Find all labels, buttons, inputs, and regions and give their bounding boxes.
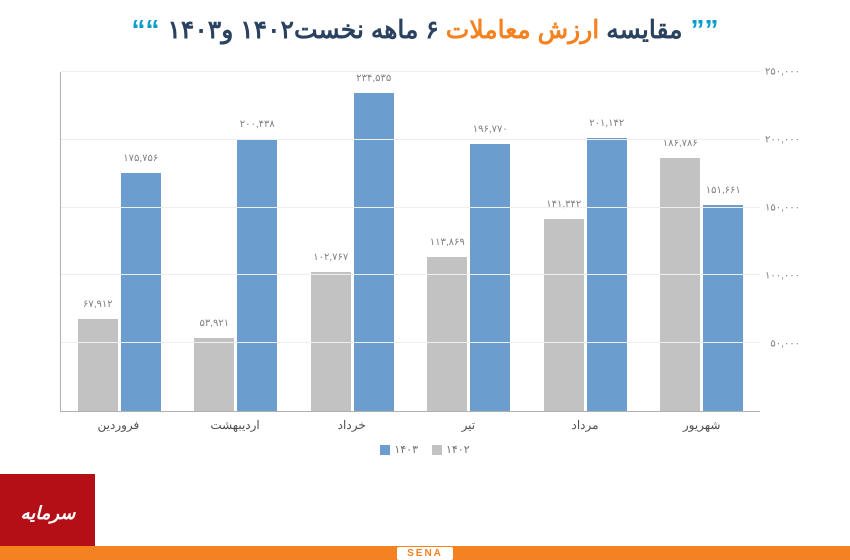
x-axis-labels: فروردین اردیبهشت خرداد تیر مرداد شهریور	[60, 418, 760, 432]
bar: ۱۷۵,۷۵۶	[121, 173, 161, 411]
footer-logo: SENA	[397, 547, 453, 560]
quote-close-icon: ““	[131, 14, 159, 46]
bar-group: ۲۰۱,۱۴۲ ۱۴۱,۳۴۲	[536, 72, 634, 411]
bar-group: ۲۳۴,۵۳۵ ۱۰۲,۷۶۷	[303, 72, 401, 411]
x-tick-label: تیر	[419, 418, 517, 432]
quote-open-icon: ””	[691, 14, 719, 46]
x-tick-label: فروردین	[69, 418, 167, 432]
bar: ۲۳۴,۵۳۵	[354, 93, 394, 411]
x-tick-label: شهریور	[653, 418, 751, 432]
title-suffix: ۶ ماهه نخست۱۴۰۲ و۱۴۰۳	[167, 16, 438, 44]
bar: ۱۵۱,۶۶۱	[703, 205, 743, 411]
legend-item: ۱۴۰۳	[380, 443, 418, 456]
y-tick-label: ۱۰۰,۰۰۰	[765, 271, 800, 282]
bar-value-label: ۱۰۲,۷۶۷	[313, 252, 348, 263]
plot-area: ۱۷۵,۷۵۶۶۷,۹۱۲۲۰۰,۴۳۸۵۳,۹۲۱۲۳۴,۵۳۵۱۰۲,۷۶۷…	[60, 72, 760, 412]
grid-line	[61, 71, 760, 72]
bar-value-label: ۱۵۱,۶۶۱	[706, 185, 741, 196]
bar-value-label: ۱۷۵,۷۵۶	[123, 153, 158, 164]
grid-line	[61, 139, 760, 140]
legend-swatch	[380, 445, 390, 455]
bar-value-label: ۱۴۱,۳۴۲	[546, 199, 581, 210]
bar: ۱۹۶,۷۷۰	[470, 144, 510, 411]
bar-group: ۱۵۱,۶۶۱۱۸۶,۷۸۶	[653, 72, 751, 411]
x-tick-label: اردیبهشت	[186, 418, 284, 432]
legend-label: ۱۴۰۳	[394, 443, 418, 456]
bar-group: ۱۹۶,۷۷۰۱۱۳,۸۶۹	[420, 72, 518, 411]
chart-title: مقایسه ارزش معاملات ۶ ماهه نخست۱۴۰۲ و۱۴۰…	[167, 15, 682, 45]
grid-line	[61, 274, 760, 275]
title-prefix: مقایسه	[606, 16, 682, 44]
bar-value-label: ۲۳۴,۵۳۵	[356, 73, 391, 84]
y-tick-label: ۲۰۰,۰۰۰	[765, 135, 800, 146]
legend-item: ۱۴۰۲	[432, 443, 470, 456]
footer-bar: SENA	[0, 546, 850, 560]
bar: ۱۱۳,۸۶۹	[427, 257, 467, 411]
chart: ۵۰,۰۰۰۱۰۰,۰۰۰۱۵۰,۰۰۰۲۰۰,۰۰۰۲۵۰,۰۰۰ ۱۷۵,۷…	[50, 72, 800, 462]
legend-label: ۱۴۰۲	[446, 443, 470, 456]
x-tick-label: مرداد	[536, 418, 634, 432]
bar-value-label: ۱۱۳,۸۶۹	[430, 237, 465, 248]
bar-value-label: ۵۳,۹۲۱	[199, 318, 229, 329]
bar-groups: ۱۷۵,۷۵۶۶۷,۹۱۲۲۰۰,۴۳۸۵۳,۹۲۱۲۳۴,۵۳۵۱۰۲,۷۶۷…	[61, 72, 760, 411]
y-axis: ۵۰,۰۰۰۱۰۰,۰۰۰۱۵۰,۰۰۰۲۰۰,۰۰۰۲۵۰,۰۰۰	[760, 72, 800, 412]
y-tick-label: ۱۵۰,۰۰۰	[765, 203, 800, 214]
publisher-badge: سرمایه	[0, 474, 95, 546]
bar: ۱۴۱,۳۴۲	[544, 219, 584, 411]
bar: ۱۸۶,۷۸۶	[660, 158, 700, 411]
bar: ۵۳,۹۲۱	[194, 338, 234, 411]
x-tick-label: خرداد	[303, 418, 401, 432]
chart-title-row: ”” مقایسه ارزش معاملات ۶ ماهه نخست۱۴۰۲ و…	[0, 0, 850, 54]
legend-swatch	[432, 445, 442, 455]
bar-group: ۱۷۵,۷۵۶۶۷,۹۱۲	[70, 72, 168, 411]
grid-line	[61, 207, 760, 208]
y-tick-label: ۵۰,۰۰۰	[770, 339, 800, 350]
y-tick-label: ۲۵۰,۰۰۰	[765, 67, 800, 78]
bar-group: ۲۰۰,۴۳۸ ۵۳,۹۲۱	[187, 72, 285, 411]
grid-line	[61, 342, 760, 343]
badge-text: سرمایه	[21, 503, 77, 524]
bar-value-label: ۶۷,۹۱۲	[83, 299, 113, 310]
bar-value-label: ۲۰۰,۴۳۸	[240, 119, 275, 130]
bar-value-label: ۲۰۱,۱۴۲	[589, 118, 624, 129]
bar-value-label: ۱۹۶,۷۷۰	[473, 124, 508, 135]
legend: ۱۴۰۳ ۱۴۰۲	[50, 443, 800, 456]
title-accent: ارزش معاملات	[446, 16, 599, 44]
bar: ۶۷,۹۱۲	[78, 319, 118, 411]
